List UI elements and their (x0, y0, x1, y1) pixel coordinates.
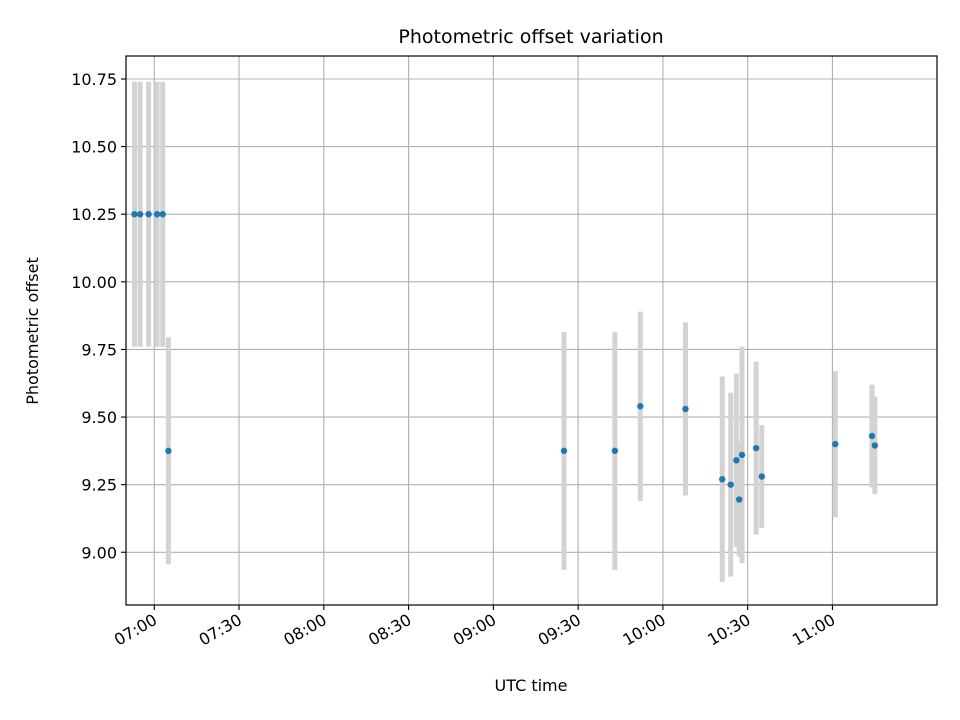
data-point (868, 432, 876, 440)
y-tick-label: 9.75 (81, 340, 117, 359)
data-point (738, 451, 746, 459)
data-point (637, 403, 644, 410)
y-tick-label: 9.00 (81, 543, 117, 562)
y-tick-label: 10.25 (71, 205, 117, 224)
data-point (733, 457, 740, 464)
data-point (832, 440, 839, 448)
y-axis: 9.00 9.25 9.50 9.75 10.00 10.25 10.50 10.75 (71, 70, 126, 562)
data-point (719, 476, 726, 483)
data-point (758, 473, 766, 480)
data-point (752, 444, 760, 452)
grid (126, 56, 937, 605)
data-point (735, 496, 743, 503)
y-tick-label: 10.75 (71, 70, 117, 89)
y-tick-label: 10.00 (71, 273, 117, 292)
plot-frame (125, 55, 938, 606)
y-tick-label: 9.25 (81, 476, 117, 495)
data-point (136, 211, 144, 218)
data-point (153, 211, 161, 218)
y-axis-label: Photometric offset (23, 257, 42, 405)
data-point (611, 447, 619, 455)
chart-title: Photometric offset variation (398, 26, 663, 48)
x-axis-label: UTC time (495, 676, 568, 695)
data-points (131, 211, 879, 503)
y-tick-label: 9.50 (81, 408, 117, 427)
data-point (145, 211, 152, 218)
data-point (159, 211, 166, 218)
data-point (560, 447, 568, 455)
data-point (131, 211, 138, 218)
data-point (165, 447, 172, 455)
data-point (871, 442, 879, 449)
data-point (727, 481, 734, 488)
y-tick-label: 10.50 (71, 138, 117, 157)
data-point (682, 405, 689, 413)
